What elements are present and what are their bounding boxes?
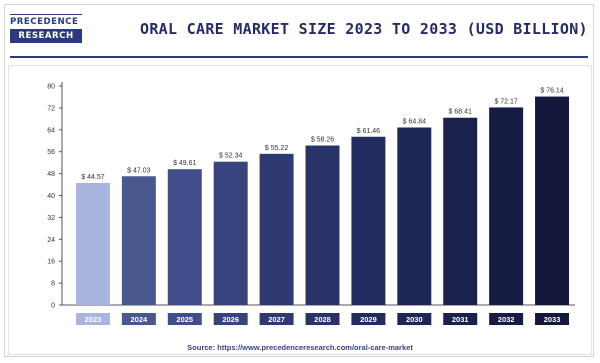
x-tick-label-bg <box>397 313 432 325</box>
bar <box>259 153 294 305</box>
bar-value-label: $ 72.17 <box>494 98 517 105</box>
y-tick-label: 72 <box>47 105 55 112</box>
x-tick-label-bg <box>489 313 524 325</box>
bar <box>489 107 524 305</box>
bar <box>351 136 386 305</box>
bar <box>167 169 202 305</box>
x-tick-label-bg <box>443 313 478 325</box>
x-tick-label: 2026 <box>222 315 239 324</box>
x-tick-label-bg <box>75 313 110 325</box>
y-tick-label: 24 <box>47 237 55 244</box>
y-tick-label: 56 <box>47 149 55 156</box>
bar-value-label: $ 52.34 <box>219 153 242 160</box>
x-tick-label-bg <box>259 313 294 325</box>
y-tick-label: 40 <box>47 193 55 200</box>
bar <box>397 127 432 305</box>
bar <box>121 176 156 305</box>
bar-value-label: $ 58.26 <box>311 137 334 144</box>
y-tick-label: 48 <box>47 171 55 178</box>
y-tick-label: 32 <box>47 215 55 222</box>
bar <box>535 96 570 306</box>
plot-panel <box>8 65 592 355</box>
bar <box>443 117 478 305</box>
x-tick-label: 2032 <box>498 315 515 324</box>
x-tick-label: 2023 <box>85 315 102 324</box>
y-tick-label: 0 <box>51 303 55 310</box>
bar-value-label: $ 76.14 <box>540 88 563 95</box>
x-tick-label-bg <box>305 313 340 325</box>
bar-value-label: $ 68.41 <box>449 109 472 116</box>
x-tick-label: 2027 <box>268 315 285 324</box>
x-tick-label: 2029 <box>360 315 377 324</box>
source-note: Source: https://www.precedenceresearch.c… <box>187 343 413 352</box>
x-tick-label-bg <box>213 313 248 325</box>
bar <box>305 145 340 305</box>
y-tick-label: 80 <box>47 84 55 91</box>
x-tick-label-bg <box>535 313 570 325</box>
x-tick-label-bg <box>167 313 202 325</box>
bar-value-label: $ 49.61 <box>173 160 196 167</box>
x-tick-label: 2024 <box>131 315 149 324</box>
bar-value-label: $ 44.57 <box>81 174 104 181</box>
x-tick-label-bg <box>121 313 156 325</box>
brand-logo: PRECEDENCE RESEARCH <box>10 14 82 44</box>
logo-top-text: PRECEDENCE <box>10 14 82 29</box>
bar-value-label: $ 47.03 <box>127 167 150 174</box>
y-tick-label: 64 <box>47 127 55 134</box>
x-tick-label: 2031 <box>452 315 469 324</box>
header-divider <box>10 56 588 58</box>
x-tick-label-bg <box>351 313 386 325</box>
x-tick-label: 2028 <box>314 315 331 324</box>
bar-value-label: $ 64.84 <box>403 119 426 126</box>
bar <box>213 161 248 305</box>
bar-value-label: $ 55.22 <box>265 145 288 152</box>
x-tick-label: 2033 <box>544 315 561 324</box>
bar <box>75 182 110 305</box>
chart-title: ORAL CARE MARKET SIZE 2023 TO 2033 (USD … <box>140 20 588 38</box>
logo-bottom-text: RESEARCH <box>10 29 82 43</box>
y-tick-label: 16 <box>47 259 55 266</box>
bar-value-label: $ 61.46 <box>357 128 380 135</box>
x-tick-label: 2030 <box>406 315 423 324</box>
chart-frame <box>4 4 594 357</box>
y-tick-label: 8 <box>51 281 55 288</box>
x-tick-label: 2025 <box>176 315 193 324</box>
